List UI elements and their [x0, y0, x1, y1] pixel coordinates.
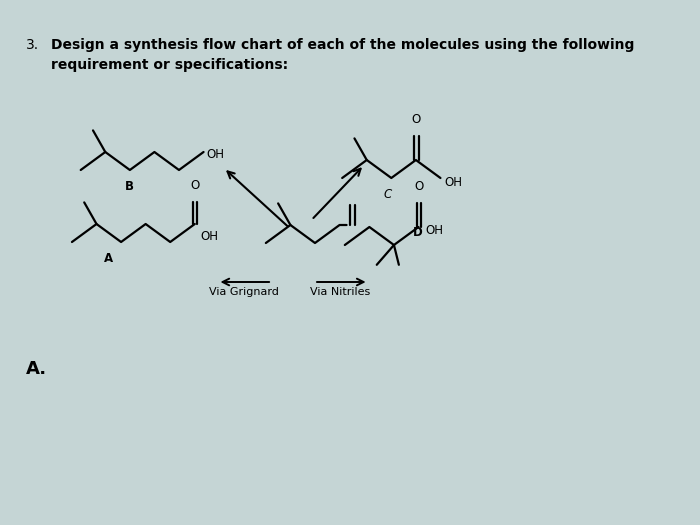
Text: O: O	[190, 179, 199, 192]
Text: OH: OH	[444, 175, 462, 188]
Text: Design a synthesis flow chart of each of the molecules using the following: Design a synthesis flow chart of each of…	[51, 38, 634, 52]
Text: O: O	[412, 113, 421, 126]
Text: Via Grignard: Via Grignard	[209, 287, 279, 297]
Text: 3.: 3.	[27, 38, 39, 52]
Text: OH: OH	[426, 225, 444, 237]
Text: Via Nitriles: Via Nitriles	[310, 287, 370, 297]
Text: requirement or specifications:: requirement or specifications:	[51, 58, 288, 72]
Text: D: D	[413, 226, 423, 239]
Text: C: C	[384, 188, 392, 201]
Text: OH: OH	[200, 230, 218, 243]
Text: O: O	[414, 180, 423, 193]
Text: OH: OH	[206, 149, 224, 162]
Text: B: B	[125, 180, 134, 193]
Text: A: A	[104, 252, 113, 265]
Text: A.: A.	[27, 360, 48, 378]
